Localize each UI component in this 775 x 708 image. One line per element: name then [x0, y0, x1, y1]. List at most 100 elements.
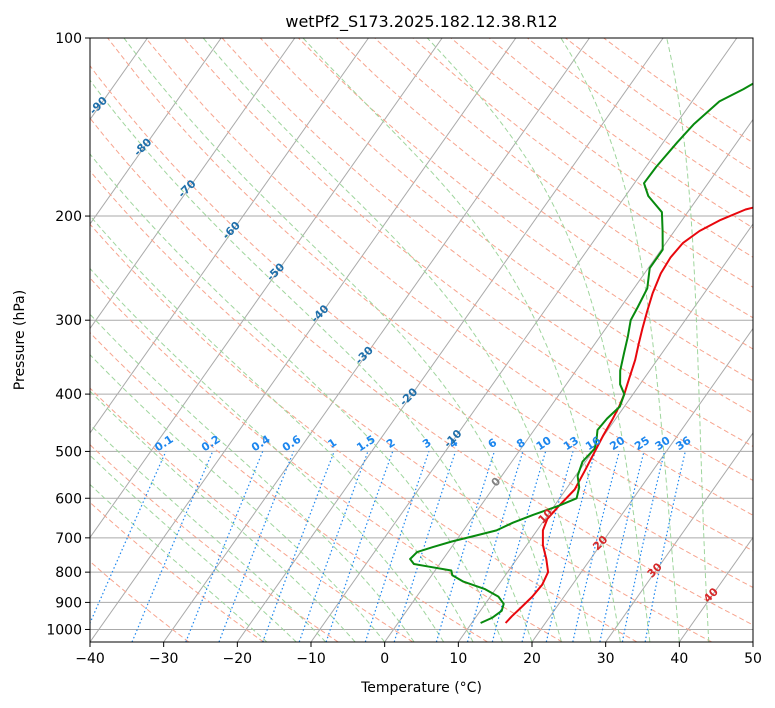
dry-adiabat-label: -10	[441, 427, 464, 450]
dry-adiabat-line	[298, 38, 753, 382]
y-tick-label: 200	[55, 209, 82, 225]
dry-adiabat-label: -60	[220, 219, 243, 242]
moist-adiabat-line	[666, 38, 710, 642]
mixing-ratio-label: 25	[632, 434, 652, 453]
moist-adiabat-line	[90, 454, 297, 642]
mixing-ratio-lines	[90, 451, 686, 642]
moist-adiabat-line	[90, 153, 503, 642]
plot-area: 0.1 0.2 0.4 0.6 1 1.5 2 3 4 6 8 10 13 16 20 25 30 36-100-…	[40, 38, 753, 642]
mixing-ratio-line	[572, 451, 620, 642]
isotherm-line	[90, 38, 517, 642]
dry-adiabat-line	[90, 501, 264, 642]
isotherm-line	[752, 641, 753, 642]
isobar-grid	[90, 38, 753, 630]
dry-adiabat-line	[259, 38, 753, 414]
moist-adiabats	[90, 38, 710, 642]
dry-adiabat-label: -40	[308, 302, 331, 325]
x-tick-label: −40	[75, 651, 105, 667]
mixing-ratio-label: 6	[486, 436, 500, 451]
y-axis-title: Pressure (hPa)	[12, 290, 28, 390]
mixing-ratio-label: 30	[653, 434, 673, 453]
mixing-ratio-line	[364, 451, 430, 642]
isotherm-line	[236, 38, 664, 642]
dry-adiabat-label: -70	[175, 177, 198, 200]
mixing-ratio-label: 16	[583, 434, 603, 453]
isotherm-grid	[90, 38, 753, 642]
mixing-ratio-line	[325, 451, 394, 642]
mixing-ratio-line	[393, 451, 457, 642]
moist-adiabat-line	[90, 423, 327, 642]
dry-adiabats	[90, 38, 753, 642]
y-tick-label: 1000	[46, 622, 82, 638]
x-tick-label: −20	[223, 651, 253, 667]
moist-adiabat-line	[426, 38, 651, 642]
mixing-ratio-line	[599, 451, 645, 642]
moist-adiabat-label: 20	[590, 533, 610, 553]
y-tick-label: 300	[55, 313, 82, 329]
x-axis: −40 −30 −20 −10 0 10 20 30 40 50	[75, 642, 762, 667]
mixing-ratio-line	[185, 451, 264, 642]
x-tick-label: 50	[744, 651, 762, 667]
mixing-ratio-label: 20	[607, 434, 627, 453]
isotherm-line	[457, 223, 753, 642]
dry-adiabat-line	[90, 117, 753, 626]
x-tick-label: 40	[670, 651, 688, 667]
mixing-ratio-line	[491, 451, 547, 642]
isotherm-line	[90, 38, 222, 225]
mixing-ratio-line	[298, 451, 369, 642]
moist-adiabat-line	[302, 38, 621, 642]
chart-title: wetPf2_S173.2025.182.12.38.R12	[285, 12, 557, 32]
series-layer	[409, 82, 753, 624]
mixing-ratio-line	[545, 451, 596, 642]
dewpoint-profile-line	[409, 82, 753, 624]
adiabat-labels: 0.1 0.2 0.4 0.6 1 1.5 2 3 4 6 8 10 13 16 20 25 30 36-100-…	[40, 49, 721, 605]
mixing-ratio-label: 1	[326, 436, 340, 451]
mixing-ratio-line	[218, 451, 295, 642]
y-tick-label: 900	[55, 595, 82, 611]
mixing-ratio-line	[435, 451, 495, 642]
moist-adiabat-line	[90, 354, 386, 642]
y-tick-label: 600	[55, 491, 82, 507]
dry-adiabat-line	[90, 560, 190, 642]
dry-adiabat-line	[90, 387, 414, 642]
dry-adiabat-line	[90, 444, 339, 642]
dry-adiabat-line	[90, 170, 712, 642]
x-tick-label: 30	[597, 651, 615, 667]
mixing-ratio-line	[644, 451, 686, 642]
moist-adiabat-line	[560, 38, 680, 642]
mixing-ratio-line	[521, 451, 574, 642]
x-tick-label: −10	[296, 651, 326, 667]
moist-adiabat-line	[90, 79, 533, 642]
dry-adiabat-line	[374, 38, 753, 319]
isotherm-line	[90, 38, 369, 434]
temperature-profile-line	[504, 206, 753, 624]
x-tick-label: 20	[523, 651, 541, 667]
moist-adiabat-line	[202, 38, 592, 642]
y-tick-label: 100	[55, 31, 82, 47]
moist-adiabat-label: 30	[645, 560, 665, 580]
mixing-ratio-line	[90, 451, 167, 625]
dry-adiabat-label: -50	[264, 260, 287, 283]
mixing-ratio-line	[262, 451, 335, 642]
dry-adiabat-line	[90, 277, 563, 642]
isotherm-line	[678, 536, 753, 642]
y-tick-label: 700	[55, 531, 82, 547]
isotherm-line	[605, 432, 753, 642]
isotherm-line	[310, 38, 738, 642]
y-tick-label: 800	[55, 565, 82, 581]
moist-adiabat-line	[90, 390, 356, 642]
dry-adiabat-label: -20	[397, 385, 420, 408]
dry-adiabat-line	[183, 38, 753, 482]
moist-adiabat-line	[90, 483, 268, 642]
mixing-ratio-label: 10	[534, 434, 554, 453]
moist-adiabat-line	[123, 38, 562, 642]
dry-adiabat-label: -100	[40, 49, 69, 78]
dry-adiabat-line	[336, 38, 753, 350]
y-axis: 1000 900 800 700 600 500 400 300 200 100	[46, 31, 90, 638]
mixing-ratio-line	[131, 451, 214, 642]
moist-adiabat-line	[90, 313, 415, 642]
mixing-ratio-label: 3	[420, 436, 434, 451]
x-tick-label: −30	[149, 651, 179, 667]
dry-adiabat-line	[90, 223, 638, 642]
